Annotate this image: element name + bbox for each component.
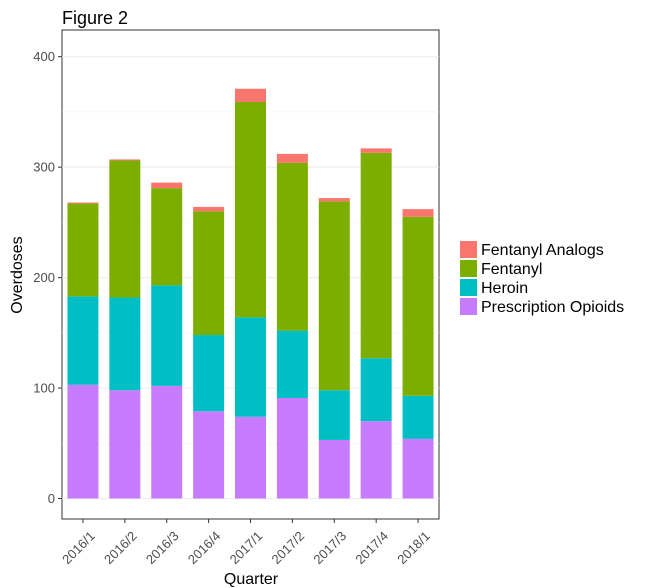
bars	[67, 88, 434, 499]
x-tick-label: 2017/3	[310, 528, 349, 567]
y-tick-label: 200	[33, 270, 55, 285]
bar-segment	[276, 397, 308, 499]
x-axis-title: Quarter	[224, 571, 279, 588]
legend-label: Prescription Opioids	[481, 299, 624, 316]
x-tick-label: 2016/4	[185, 528, 224, 567]
x-tick-label: 2017/2	[269, 528, 308, 567]
bar-segment	[235, 101, 266, 318]
bar-segment	[276, 330, 308, 398]
bar-segment	[276, 162, 308, 331]
legend-key	[460, 298, 477, 315]
bar-segment	[109, 297, 141, 391]
y-tick-label: 100	[33, 381, 55, 396]
y-tick-label: 0	[48, 491, 55, 506]
x-tick-label: 2016/3	[143, 528, 182, 567]
bar-segment	[235, 88, 266, 102]
x-tick-label: 2017/1	[227, 528, 266, 567]
y-axis-ticks: 0 100 200 300 400	[33, 49, 62, 506]
legend-label: Fentanyl Analogs	[481, 242, 604, 259]
x-tick-label: 2016/1	[59, 528, 98, 567]
legend: Fentanyl Analogs Fentanyl Heroin Prescripti…	[460, 241, 624, 316]
bar-segment	[151, 285, 183, 386]
bar-segment	[151, 182, 183, 189]
x-tick-label: 2016/2	[101, 528, 140, 567]
bar-segment	[360, 152, 392, 359]
legend-label: Heroin	[481, 280, 528, 297]
y-tick-label: 300	[33, 160, 55, 175]
bar-segment	[109, 160, 141, 298]
bar-segment	[318, 198, 350, 202]
bar-segment	[235, 416, 266, 499]
bar-segment	[318, 390, 350, 440]
bar-segment	[276, 153, 308, 163]
y-axis-title: Overdoses	[9, 236, 26, 313]
bar-segment	[67, 203, 99, 297]
bar-segment	[318, 201, 350, 391]
bar-segment	[402, 209, 434, 217]
bar-segment	[151, 188, 183, 286]
figure-title: Figure 2	[62, 8, 128, 28]
x-tick-label: 2017/4	[352, 528, 391, 567]
bar-segment	[193, 411, 225, 499]
bar-segment	[67, 384, 99, 499]
legend-key	[460, 279, 477, 296]
bar-segment	[235, 317, 266, 417]
x-axis-ticks: 2016/1 2016/2 2016/3 2016/4 2017/1 2017/2 2017…	[59, 519, 433, 567]
legend-key	[460, 241, 477, 258]
bar-segment	[402, 438, 434, 499]
bar-segment	[360, 421, 392, 499]
bar-segment	[193, 335, 225, 412]
legend-label: Fentanyl	[481, 261, 542, 278]
bar-segment	[402, 216, 434, 396]
bar-segment	[402, 395, 434, 439]
bar-segment	[360, 148, 392, 153]
bar-segment	[193, 206, 225, 212]
bar-segment	[360, 358, 392, 422]
bar-segment	[151, 385, 183, 499]
y-tick-label: 400	[33, 49, 55, 64]
bar-segment	[318, 439, 350, 499]
bar-segment	[67, 296, 99, 385]
bar-segment	[109, 390, 141, 499]
legend-key	[460, 260, 477, 277]
bar-segment	[109, 159, 141, 161]
bar-segment	[67, 202, 99, 204]
bar-segment	[193, 211, 225, 336]
x-tick-label: 2018/1	[394, 528, 433, 567]
